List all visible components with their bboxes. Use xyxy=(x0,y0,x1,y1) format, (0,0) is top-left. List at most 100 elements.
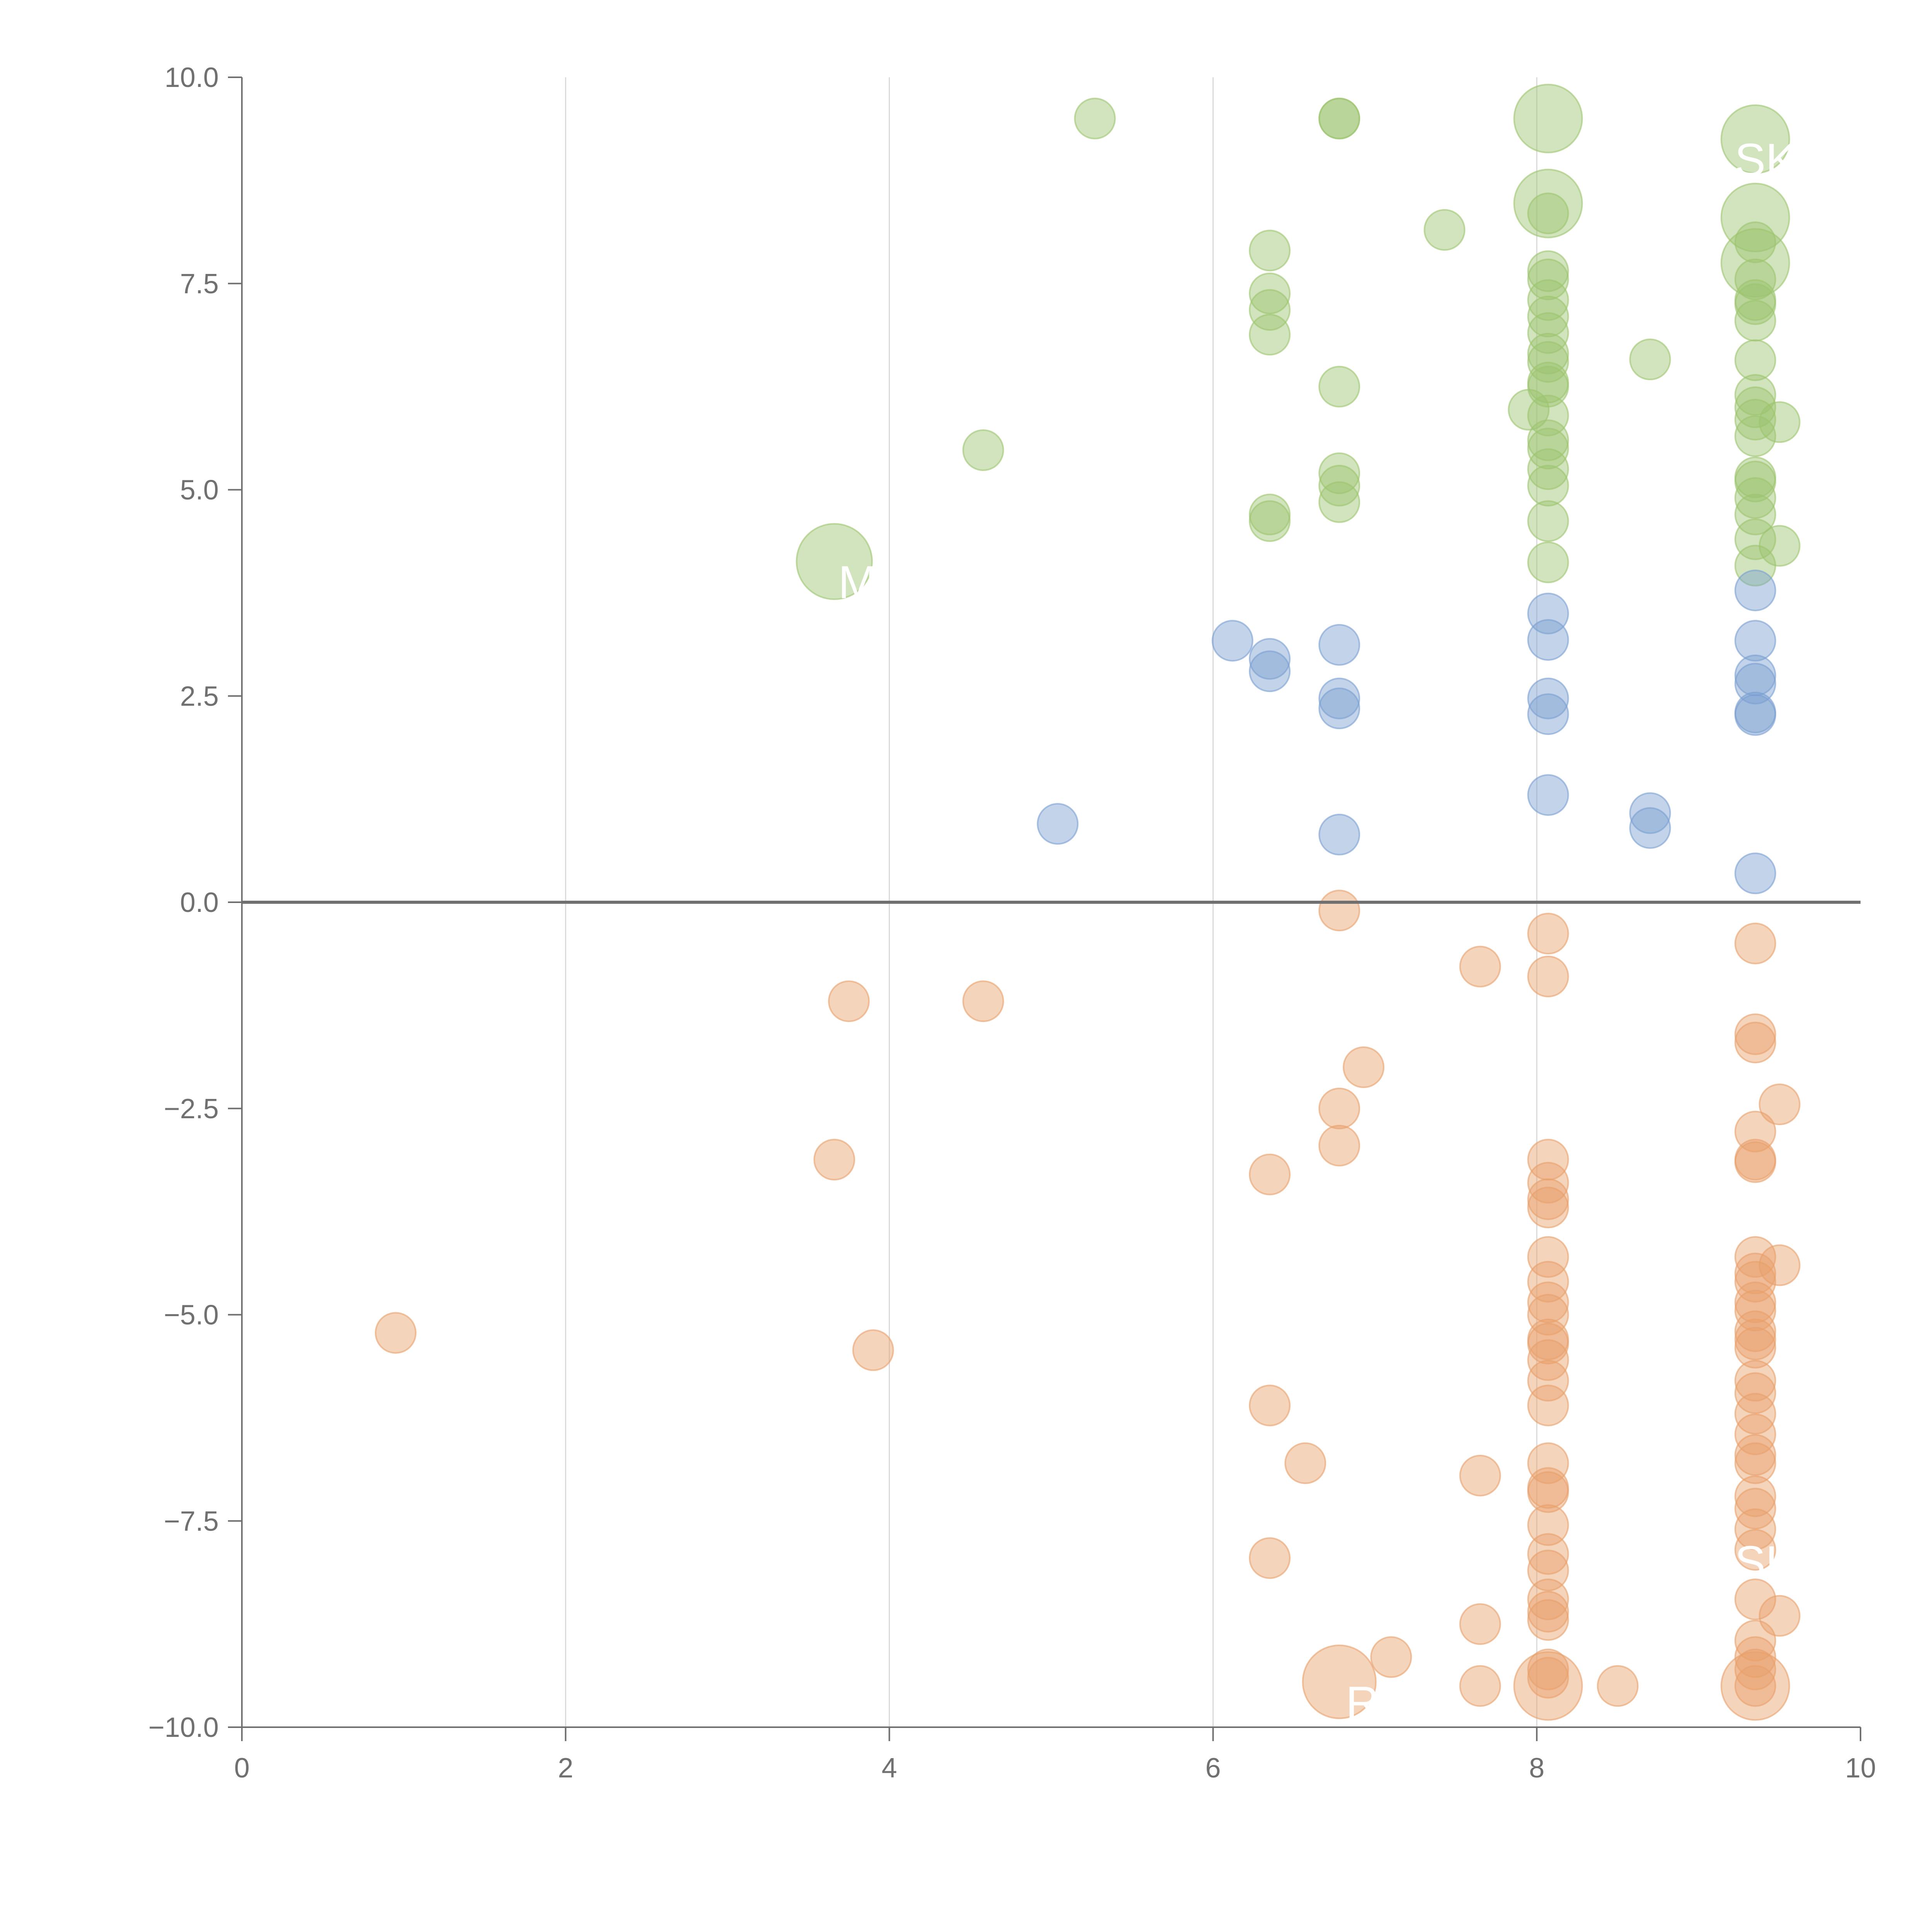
orange-bubble xyxy=(1734,1636,1776,1678)
blue-bubble xyxy=(1734,852,1776,895)
green-bubble xyxy=(1734,461,1776,503)
orange-bubble xyxy=(1527,1591,1569,1633)
x-tick-label: 6 xyxy=(1205,1753,1221,1784)
orange-bubble xyxy=(1318,1124,1361,1167)
green-bubble xyxy=(1513,83,1583,153)
orange-bubble xyxy=(1527,1656,1569,1699)
x-tick-label: 4 xyxy=(882,1753,897,1784)
blue-bubble xyxy=(1318,813,1361,855)
y-tick-label: −7.5 xyxy=(164,1506,219,1537)
annotation-label: SKL xyxy=(1735,134,1822,186)
green-bubble xyxy=(1527,541,1569,583)
orange-bubble xyxy=(1513,1651,1583,1721)
y-tick-label: 0.0 xyxy=(180,887,219,918)
green-bubble xyxy=(1734,339,1776,381)
green-bubble xyxy=(1720,182,1790,252)
green-bubble xyxy=(1527,395,1569,437)
orange-bubble xyxy=(1759,1083,1801,1126)
blue-bubble xyxy=(1527,677,1569,719)
orange-bubble xyxy=(1370,1636,1412,1678)
orange-bubble xyxy=(1249,1537,1291,1579)
orange-bubble xyxy=(813,1139,855,1181)
green-bubble xyxy=(1318,452,1361,494)
green-bubble xyxy=(1318,366,1361,408)
orange-bubble xyxy=(1734,1475,1776,1517)
orange-bubble xyxy=(1734,1252,1776,1294)
blue-bubble xyxy=(1734,569,1776,611)
orange-bubble xyxy=(374,1312,417,1354)
y-tick-label: −5.0 xyxy=(164,1300,219,1331)
orange-bubble xyxy=(962,980,1004,1022)
green-bubble xyxy=(1734,283,1776,325)
orange-bubble xyxy=(1734,1310,1776,1352)
green-bubble xyxy=(1249,272,1291,315)
orange-bubble xyxy=(1527,1504,1569,1546)
blue-bubble xyxy=(1527,693,1569,735)
blue-bubble xyxy=(1629,792,1671,834)
orange-bubble xyxy=(1527,1533,1569,1575)
orange-bubble xyxy=(1734,1665,1776,1707)
orange-bubble xyxy=(1459,1665,1501,1707)
orange-bubble xyxy=(1459,946,1501,988)
orange-bubble xyxy=(1527,956,1569,998)
y-tick-label: 5.0 xyxy=(180,475,219,506)
annotations: SKL M SKL R xyxy=(838,134,1822,1728)
blue-bubble xyxy=(1318,677,1361,719)
orange-bubble xyxy=(1734,922,1776,964)
green-bubble xyxy=(1734,477,1776,519)
orange-bubble xyxy=(1527,1471,1569,1513)
green-bubble xyxy=(1527,296,1569,338)
green-bubble xyxy=(1527,279,1569,321)
green-bubble xyxy=(1734,544,1776,587)
green-bubble xyxy=(1527,250,1569,292)
green-bubble xyxy=(1734,386,1776,428)
green-bubble xyxy=(962,429,1004,471)
green-bubble xyxy=(1527,500,1569,542)
annotation-label: M xyxy=(838,556,877,608)
orange-bubble xyxy=(1759,1244,1801,1286)
orange-bubble xyxy=(1734,1578,1776,1621)
orange-bubble xyxy=(1318,889,1361,932)
green-bubble xyxy=(1249,314,1291,356)
blue-bubble xyxy=(1734,663,1776,705)
orange-bubble xyxy=(1249,1384,1291,1427)
green-bubble xyxy=(1734,415,1776,457)
orange-bubble xyxy=(1342,1046,1384,1088)
orange-bubble xyxy=(1284,1442,1327,1484)
green-bubble xyxy=(1527,333,1569,375)
orange-bubble xyxy=(1734,1141,1776,1183)
orange-bubble xyxy=(1527,1549,1569,1592)
blue-bubble xyxy=(1527,592,1569,634)
orange-bubble xyxy=(1527,1442,1569,1484)
blue-bubble xyxy=(1249,638,1291,680)
x-tick-label: 8 xyxy=(1529,1753,1544,1784)
blue-bubble xyxy=(1249,650,1291,692)
orange-bubble xyxy=(1597,1665,1639,1707)
orange-bubble xyxy=(1527,1599,1569,1641)
y-tick-label: 7.5 xyxy=(180,269,219,299)
orange-bubble xyxy=(828,980,870,1022)
green-bubble xyxy=(1423,209,1466,251)
green-bubble xyxy=(1318,97,1361,139)
orange-bubble xyxy=(1527,1186,1569,1228)
orange-bubble xyxy=(1734,1021,1776,1063)
orange-bubble xyxy=(1527,1384,1569,1427)
green-bubble xyxy=(1734,493,1776,536)
blue-bubble xyxy=(1734,620,1776,662)
blue-bubble xyxy=(1527,619,1569,661)
orange-bubble xyxy=(1459,1603,1501,1645)
orange-bubble xyxy=(1459,1454,1501,1497)
orange-bubble xyxy=(1527,1360,1569,1402)
orange-bubble xyxy=(1527,1648,1569,1690)
orange-bubble xyxy=(1527,1178,1569,1220)
orange-bubble xyxy=(1734,1013,1776,1055)
blue-bubble xyxy=(1629,807,1671,849)
green-bubble xyxy=(1734,399,1776,441)
axes: 0 2 4 6 8 10 −10.0 −7.5 −5.0 −2.5 0.0 2.5 5.0 7.5 10.0 xyxy=(148,62,1876,1784)
y-tick-label: 10.0 xyxy=(165,62,219,93)
orange-bubble xyxy=(1734,1360,1776,1402)
green-bubble xyxy=(1318,464,1361,507)
x-tick-label: 10 xyxy=(1845,1753,1876,1784)
orange-bubble xyxy=(1318,1087,1361,1129)
